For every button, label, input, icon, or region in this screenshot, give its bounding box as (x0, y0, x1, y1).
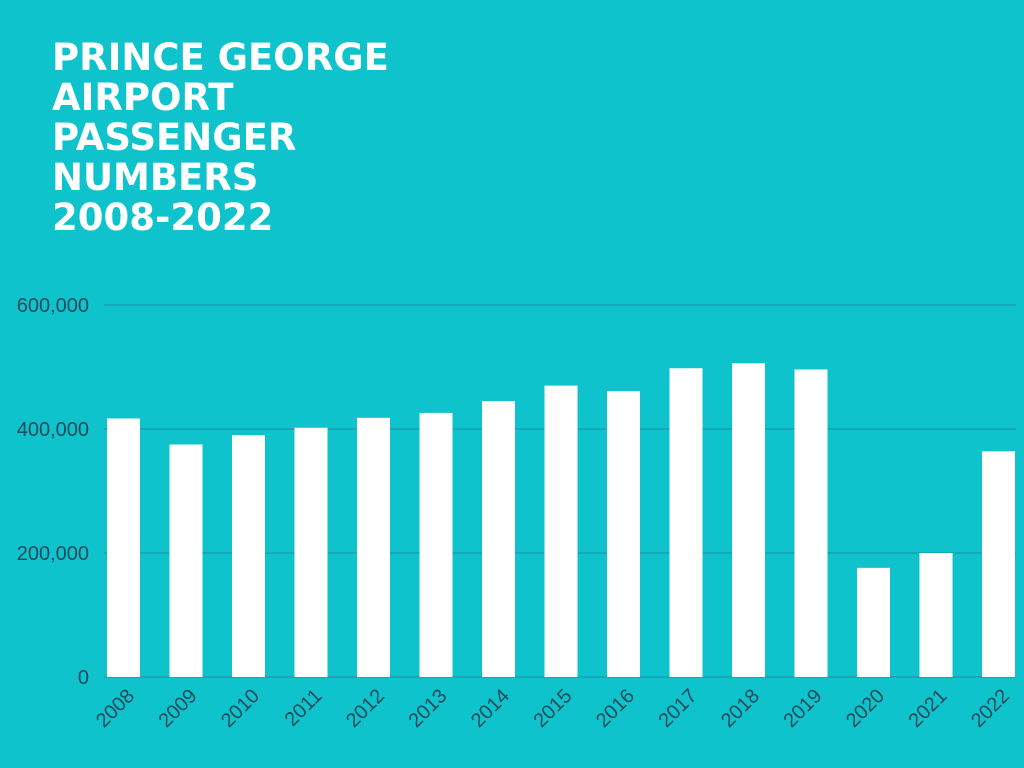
bar-2009 (169, 444, 203, 677)
x-tick-label: 2022 (967, 685, 1014, 732)
bar-2018 (732, 363, 765, 677)
title-line-5: 2008-2022 (52, 196, 274, 239)
x-tick-label: 2018 (717, 685, 764, 732)
bar-2010 (232, 435, 265, 677)
y-tick-label: 400,000 (17, 419, 89, 441)
bar-2021 (919, 553, 953, 677)
x-tick-label: 2010 (217, 685, 264, 732)
title-line-3: PASSENGER (52, 116, 297, 159)
x-tick-label: 2009 (155, 685, 202, 732)
x-tick-label: 2015 (530, 685, 577, 732)
x-tick-label: 2016 (592, 685, 639, 732)
bar-2019 (794, 369, 828, 677)
title-line-4: NUMBERS (52, 156, 259, 199)
bar-2015 (544, 385, 578, 677)
bar-2022 (982, 451, 1015, 677)
bar-2012 (357, 417, 390, 677)
bar-2020 (857, 567, 890, 677)
bar-2013 (419, 412, 453, 677)
title-line-2: AIRPORT (52, 76, 234, 119)
x-tick-label: 2019 (780, 685, 827, 732)
y-tick-label: 200,000 (17, 543, 89, 565)
bar-2017 (669, 368, 703, 677)
title-line-1: PRINCE GEORGE (52, 36, 389, 79)
bar-2011 (294, 427, 328, 677)
x-tick-label: 2012 (342, 685, 389, 732)
y-tick-label: 600,000 (17, 295, 89, 317)
x-tick-label: 2011 (281, 685, 327, 731)
x-tick-label: 2021 (905, 685, 952, 732)
y-tick-label: 0 (78, 667, 89, 689)
x-tick-label: 2013 (405, 685, 452, 732)
bar-2016 (607, 391, 640, 677)
x-tick-label: 2020 (842, 685, 889, 732)
bar-2008 (107, 418, 140, 677)
chart-title: PRINCE GEORGE AIRPORT PASSENGER NUMBERS … (52, 38, 389, 238)
x-tick-label: 2017 (655, 685, 702, 732)
x-tick-label: 2008 (92, 685, 139, 732)
bar-2014 (482, 401, 515, 677)
x-tick-label: 2014 (467, 685, 514, 732)
